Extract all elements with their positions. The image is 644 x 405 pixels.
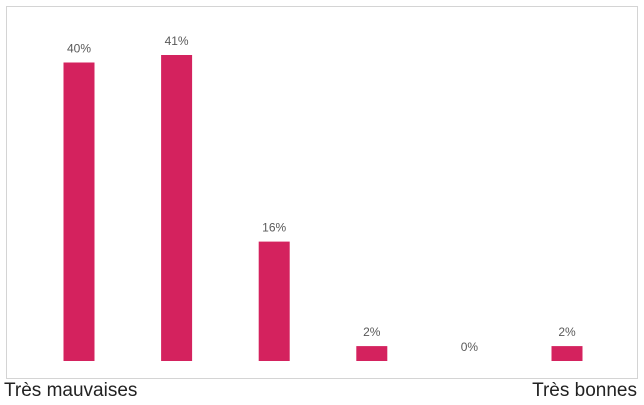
scale-label-left: Très mauvaises [4,380,138,401]
data-label-3: 16% [262,221,286,235]
data-label-4: 2% [363,325,381,339]
bar-2 [161,55,193,361]
data-label-6: 2% [558,325,576,339]
bar-4 [356,346,388,361]
data-label-2: 41% [165,34,189,48]
scale-label-right: Très bonnes [532,380,637,401]
bar-1 [63,62,95,361]
data-label-1: 40% [67,42,91,56]
bar-6 [551,346,583,361]
chart-frame [6,6,638,379]
data-label-5: 0% [461,340,479,354]
bar-3 [258,241,290,361]
